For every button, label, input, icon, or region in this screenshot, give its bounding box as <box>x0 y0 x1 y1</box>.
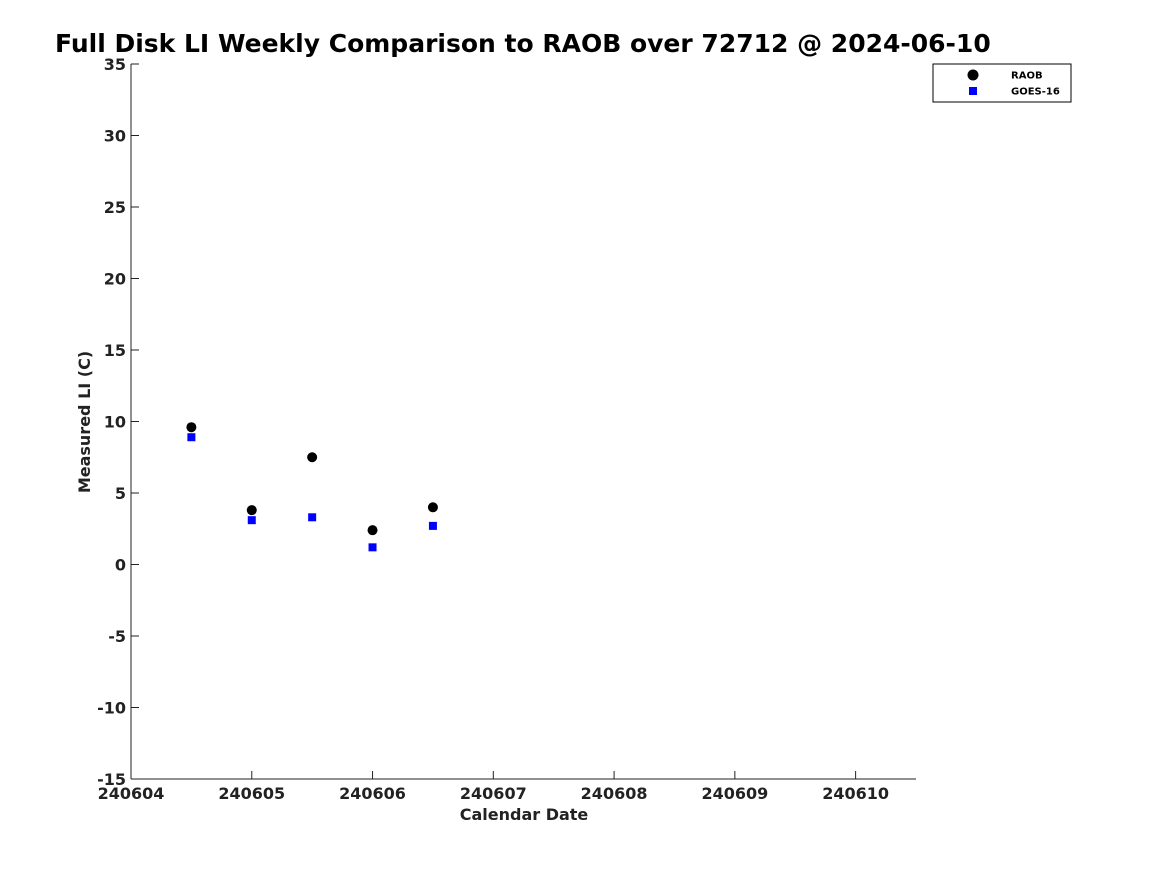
x-tick-label: 240609 <box>701 784 768 803</box>
raob-point <box>246 505 257 516</box>
x-axis-label: Calendar Date <box>460 805 589 824</box>
y-tick-label: 35 <box>104 55 126 74</box>
goes16-point <box>187 433 196 442</box>
goes16-point <box>308 513 317 522</box>
y-tick-label: 25 <box>104 198 126 217</box>
y-tick-label: 10 <box>104 413 126 432</box>
raob-point <box>367 525 378 536</box>
x-tick-label: 240607 <box>460 784 527 803</box>
y-tick-label: 15 <box>104 341 126 360</box>
y-tick-label: 30 <box>104 127 126 146</box>
x-tick-label: 240605 <box>218 784 285 803</box>
x-tick-label: 240608 <box>581 784 648 803</box>
raob-point <box>427 502 438 513</box>
y-tick-label: 20 <box>104 270 126 289</box>
y-tick-label: -15 <box>97 770 126 789</box>
legend-goes-label: GOES-16 <box>1011 87 1060 98</box>
y-tick-label: -5 <box>108 627 126 646</box>
legend-box <box>932 63 1072 103</box>
goes16-point <box>247 516 256 525</box>
y-tick-label: 0 <box>115 556 126 575</box>
x-tick-label: 240604 <box>98 784 165 803</box>
legend-raob-marker <box>967 69 979 81</box>
x-tick-label: 240610 <box>822 784 889 803</box>
y-axis-label: Measured LI (C) <box>75 351 94 493</box>
chart-title: Full Disk LI Weekly Comparison to RAOB o… <box>55 29 991 58</box>
goes16-point <box>368 543 377 552</box>
legend: RAOB GOES-16 <box>932 63 1072 103</box>
legend-raob-label: RAOB <box>1011 71 1043 82</box>
raob-point <box>186 422 197 433</box>
legend-goes-marker <box>969 87 977 95</box>
x-axis-ticks: 240604 240605 240606 240607 240608 240609 2406… <box>98 771 889 803</box>
y-tick-label: 5 <box>115 484 126 503</box>
goes16-point <box>428 521 437 530</box>
x-tick-label: 240606 <box>339 784 406 803</box>
data-points <box>186 422 438 552</box>
y-tick-label: -10 <box>97 699 126 718</box>
y-axis-ticks: 35 30 25 20 15 10 5 0 -5 -10 -15 <box>97 55 139 789</box>
raob-point <box>307 452 318 463</box>
